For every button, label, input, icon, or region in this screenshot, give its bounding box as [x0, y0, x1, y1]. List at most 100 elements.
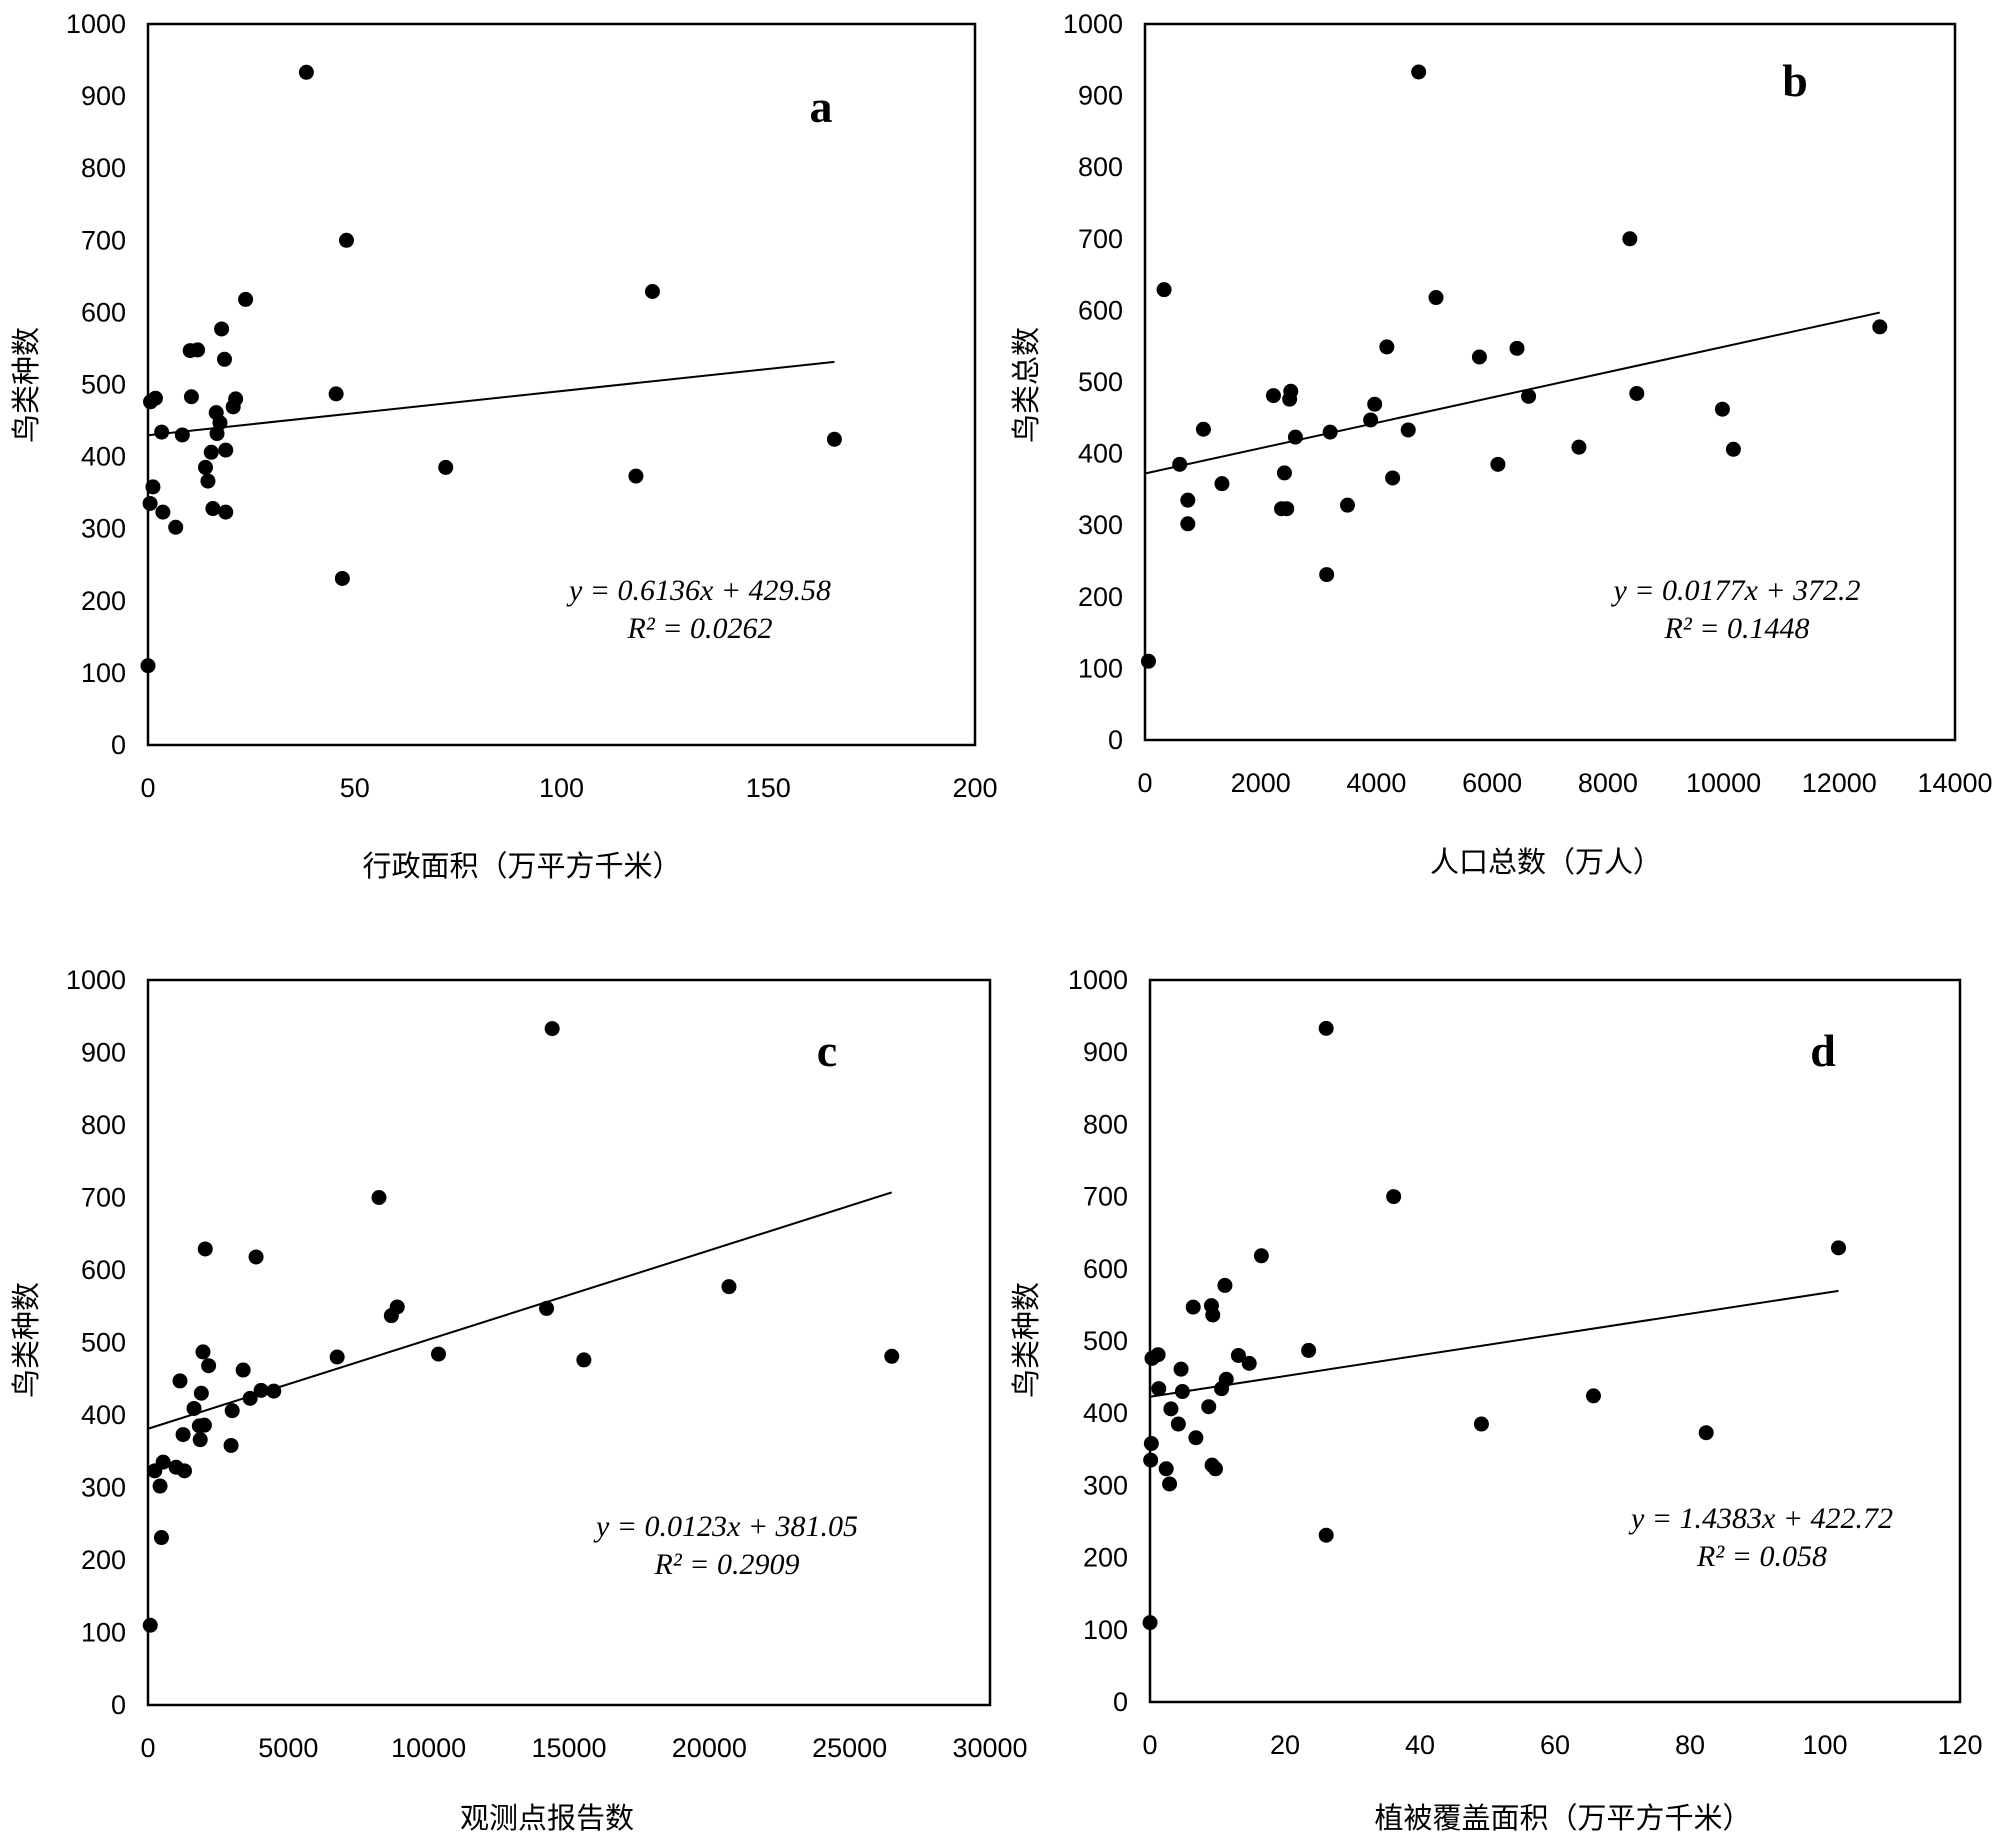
data-point	[203, 444, 219, 460]
data-point	[1162, 1476, 1178, 1492]
data-point	[1400, 422, 1416, 438]
data-point	[1318, 1527, 1334, 1543]
data-point	[1473, 1416, 1489, 1432]
data-point	[147, 390, 163, 406]
x-tick-label: 50	[340, 773, 370, 803]
x-tick-label: 15000	[531, 1733, 606, 1763]
y-tick-label: 800	[81, 1110, 126, 1140]
y-tick-label: 800	[1078, 152, 1123, 182]
plot-area-frame	[146, 978, 992, 1707]
data-point	[172, 1373, 188, 1389]
data-point	[884, 1348, 900, 1364]
x-tick-label: 12000	[1802, 768, 1877, 798]
data-point	[576, 1352, 592, 1368]
y-tick-label: 800	[81, 153, 126, 183]
data-point	[1283, 383, 1299, 399]
x-tick-label: 20	[1270, 1730, 1300, 1760]
data-point	[142, 495, 158, 511]
data-point	[371, 1190, 387, 1205]
data-point	[1143, 1436, 1159, 1452]
data-point	[1428, 290, 1444, 306]
data-point	[1156, 282, 1172, 298]
data-point	[224, 1403, 240, 1419]
data-point	[242, 1390, 258, 1406]
data-point	[1214, 476, 1230, 492]
data-point	[1218, 1371, 1234, 1387]
data-point	[644, 283, 660, 299]
equation-a: y = 0.6136x + 429.58	[566, 574, 831, 607]
data-point	[1170, 1416, 1186, 1432]
data-point	[200, 473, 216, 489]
data-point	[197, 459, 213, 475]
trend-line	[1144, 311, 1880, 475]
equation-b: y = 0.0177x + 372.2	[1610, 574, 1860, 607]
data-point	[152, 1478, 168, 1494]
x-tick-label: 0	[1142, 1730, 1157, 1760]
x-tick-label: 6000	[1462, 768, 1522, 798]
y-tick-label: 300	[1083, 1470, 1128, 1500]
data-point	[1872, 319, 1888, 335]
data-point	[826, 431, 842, 447]
data-point	[338, 232, 354, 248]
data-point	[389, 1299, 405, 1315]
panel-label: b	[1782, 55, 1808, 106]
x-tick-label: 5000	[258, 1733, 318, 1763]
panel-label: d	[1810, 1025, 1836, 1076]
r-squared-c: R² = 0.2909	[653, 1548, 799, 1581]
data-point	[1725, 441, 1741, 457]
data-point	[1142, 1615, 1158, 1631]
data-point	[142, 1617, 158, 1633]
panel-label: a	[810, 81, 833, 132]
r-squared-d: R² = 0.058	[1696, 1540, 1827, 1573]
chart-panel-d: y = 1.4383x + 422.72 R² = 0.058 植被覆盖面积（万…	[1009, 965, 1983, 1835]
data-point	[298, 64, 314, 80]
data-point	[154, 424, 170, 440]
y-tick-label: 0	[111, 730, 126, 760]
x-tick-label: 100	[1802, 1730, 1847, 1760]
r-squared-b: R² = 0.1448	[1663, 612, 1809, 645]
y-tick-label: 600	[1083, 1254, 1128, 1284]
data-point	[193, 1385, 209, 1401]
data-point	[1207, 1461, 1223, 1477]
data-point	[1340, 497, 1355, 513]
x-tick-label: 80	[1675, 1730, 1705, 1760]
data-point	[266, 1383, 282, 1399]
data-point	[1217, 1277, 1233, 1293]
y-tick-label: 1000	[1068, 965, 1128, 995]
data-point	[176, 1463, 192, 1479]
data-point	[1411, 64, 1427, 80]
x-tick-label: 0	[140, 1733, 155, 1763]
y-tick-label: 600	[1078, 295, 1123, 325]
data-point	[1367, 396, 1383, 412]
r-squared-a: R² = 0.0262	[626, 612, 772, 645]
data-point	[1230, 1347, 1246, 1363]
data-point	[628, 468, 644, 484]
data-point	[1363, 412, 1379, 428]
data-point	[1241, 1355, 1257, 1371]
data-point	[1585, 1388, 1601, 1404]
y-axis-title-a: 鸟类种数	[9, 327, 43, 443]
data-point	[1253, 1248, 1269, 1264]
y-tick-label: 500	[1083, 1326, 1128, 1356]
data-point	[145, 479, 161, 495]
y-tick-label: 100	[1083, 1615, 1128, 1645]
data-point	[329, 1349, 345, 1365]
data-point	[214, 321, 230, 337]
data-point	[235, 1362, 251, 1378]
data-point	[192, 1432, 208, 1448]
data-point	[1195, 421, 1211, 437]
data-point	[155, 504, 171, 520]
x-axis-title-a: 行政面积（万平方千米）	[362, 849, 681, 883]
data-point	[248, 1249, 264, 1265]
data-point	[544, 1021, 560, 1037]
data-point	[430, 1346, 446, 1362]
y-tick-label: 200	[81, 586, 126, 616]
equation-d: y = 1.4383x + 422.72	[1628, 1502, 1893, 1535]
data-point	[1622, 231, 1638, 247]
chart-panel-b: y = 0.0177x + 372.2 R² = 0.1448 人口总数（万人）…	[1009, 9, 1993, 879]
y-tick-label: 400	[81, 1400, 126, 1430]
data-point	[190, 342, 206, 358]
y-tick-label: 500	[81, 1328, 126, 1358]
x-tick-label: 0	[140, 773, 155, 803]
